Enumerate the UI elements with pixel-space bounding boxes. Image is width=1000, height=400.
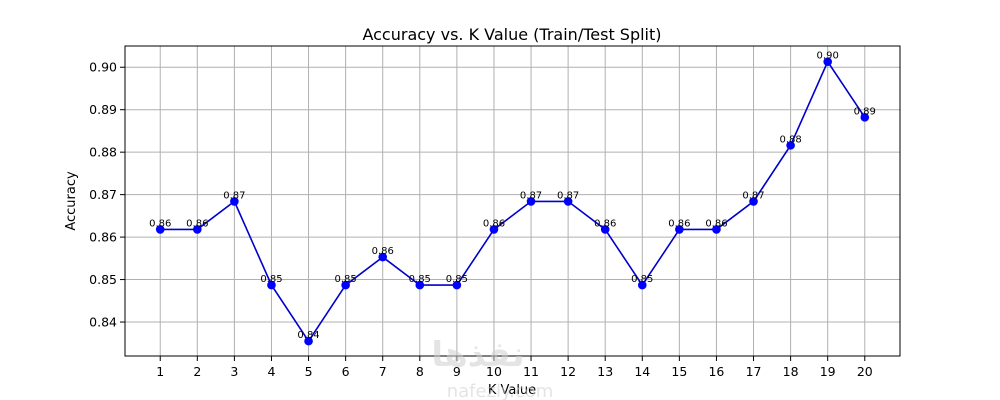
- x-tick-label: 13: [597, 364, 613, 379]
- x-tick-label: 4: [267, 364, 275, 379]
- data-point: [675, 225, 684, 234]
- grid: [125, 46, 900, 356]
- x-tick-label: 6: [342, 364, 350, 379]
- data-label: 0.85: [260, 274, 282, 285]
- data-label: 0.89: [854, 106, 876, 117]
- watermark-url: nafezly.com: [447, 381, 554, 400]
- data-label: 0.86: [668, 218, 690, 229]
- data-point: [378, 252, 388, 262]
- x-tick-label: 17: [746, 364, 762, 379]
- x-tick-label: 19: [820, 364, 836, 379]
- data-point: [786, 141, 795, 150]
- data-label: 0.86: [594, 218, 616, 229]
- y-tick-label: 0.88: [89, 145, 117, 160]
- y-tick-label: 0.86: [89, 230, 117, 245]
- data-label: 0.85: [631, 274, 653, 285]
- data-point: [193, 225, 202, 234]
- x-tick-label: 10: [486, 364, 502, 379]
- data-point: [637, 280, 647, 290]
- data-label: 0.87: [557, 190, 579, 201]
- x-tick-label: 9: [453, 364, 461, 379]
- x-tick-label: 7: [379, 364, 387, 379]
- x-tick-label: 11: [523, 364, 539, 379]
- x-tick-label: 14: [634, 364, 650, 379]
- data-point: [341, 280, 350, 290]
- data-label: 0.87: [742, 190, 764, 201]
- data-point: [452, 280, 462, 290]
- data-label: 0.87: [520, 190, 542, 201]
- data-point: [304, 336, 313, 346]
- y-axis-label: Accuracy: [64, 171, 79, 231]
- y-tick-label: 0.87: [89, 187, 117, 202]
- accuracy-series-line: [160, 60, 866, 343]
- plot-frame: [124, 45, 901, 357]
- data-point: [600, 225, 610, 234]
- data-point: [415, 280, 425, 290]
- chart-title: Accuracy vs. K Value (Train/Test Split): [362, 25, 661, 44]
- x-tick-label: 3: [230, 364, 238, 379]
- x-tick-label: 5: [305, 364, 313, 379]
- data-point: [267, 280, 276, 290]
- x-tick-label: 18: [783, 364, 799, 379]
- data-label: 0.86: [483, 218, 505, 229]
- data-label: 0.85: [446, 274, 468, 285]
- x-axis-label: K Value: [488, 383, 536, 398]
- data-point: [563, 197, 573, 206]
- data-label: 0.87: [223, 190, 245, 201]
- watermark: نفذها nafezly.com: [431, 335, 553, 400]
- y-tick-label: 0.84: [89, 315, 117, 330]
- data-point: [749, 197, 758, 206]
- x-tick-label: 2: [193, 364, 201, 379]
- x-tick-label: 12: [560, 364, 576, 379]
- y-tick-label: 0.90: [89, 60, 117, 75]
- data-label: 0.85: [335, 274, 357, 285]
- data-point: [155, 225, 165, 234]
- data-point: [230, 197, 239, 206]
- y-tick-label: 0.89: [89, 102, 117, 117]
- y-axis-ticks: 0.84 0.85 0.86 0.87 0.88 0.89 0.90: [89, 60, 125, 330]
- data-point: [489, 225, 499, 234]
- data-label: 0.85: [409, 274, 431, 285]
- x-tick-label: 8: [416, 364, 424, 379]
- data-label: 0.84: [297, 330, 319, 341]
- x-tick-label: 16: [708, 364, 724, 379]
- data-label: 0.86: [372, 246, 394, 257]
- watermark-arabic: نفذها: [431, 335, 524, 375]
- x-tick-label: 15: [671, 364, 687, 379]
- data-point: [860, 113, 870, 122]
- data-label: 0.86: [705, 218, 727, 229]
- data-point: [526, 197, 536, 206]
- data-label: 0.86: [186, 218, 208, 229]
- data-point: [712, 225, 721, 234]
- x-tick-label: 1: [156, 364, 164, 379]
- x-axis-ticks: 1 2 3 4 5 6 7 8 9 10 11 12 13 14 15 16 17 18 19 20: [156, 356, 873, 379]
- y-tick-label: 0.85: [89, 272, 117, 287]
- series-accuracy: [155, 57, 870, 346]
- data-label: 0.88: [779, 134, 801, 145]
- x-tick-label: 20: [857, 364, 873, 379]
- data-labels: 0.86 0.86 0.87 0.85 0.84 0.85 0.86 0.85 0.85 0.86…: [149, 51, 876, 341]
- data-point: [823, 57, 832, 67]
- data-label: 0.90: [817, 51, 839, 62]
- data-label: 0.86: [149, 218, 171, 229]
